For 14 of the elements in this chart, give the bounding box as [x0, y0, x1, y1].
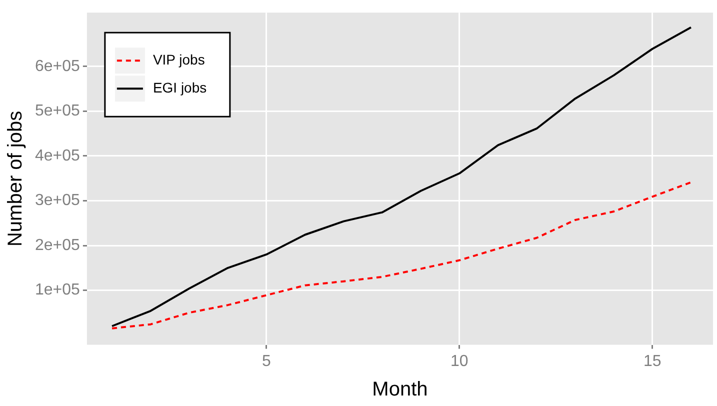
x-tick-label: 5 — [262, 352, 271, 370]
y-tick-label: 5e+05 — [35, 102, 80, 120]
y-tick-label: 3e+05 — [35, 192, 80, 210]
y-tick-label: 4e+05 — [35, 147, 80, 164]
y-tick-label: 2e+05 — [35, 236, 80, 254]
y-axis-title: Number of jobs — [4, 110, 27, 247]
legend-label: EGI jobs — [152, 79, 207, 96]
x-tick-label: 10 — [450, 352, 468, 370]
y-tick-label: 1e+05 — [35, 282, 80, 299]
x-axis-title: Month — [372, 378, 428, 401]
line-series — [111, 181, 692, 330]
x-tick-label: 15 — [644, 352, 662, 370]
y-tick-label: 6e+05 — [35, 58, 80, 75]
legend-label: VIP jobs — [152, 51, 205, 68]
